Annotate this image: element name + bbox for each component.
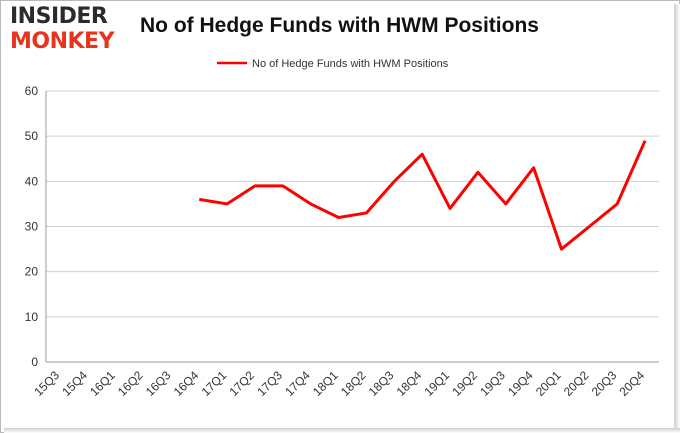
insider-monkey-logo: INSIDER MONKEY [10,6,128,58]
x-tick-label: 17Q2 [226,368,257,399]
x-tick-label: 19Q2 [449,368,480,399]
y-tick-label: 60 [25,84,39,98]
series-group [199,140,647,251]
x-tick-label: 17Q1 [199,368,230,399]
y-tick-labels: 0 10 20 30 40 50 60 [25,84,39,369]
axes [45,91,659,363]
legend-label: No of Hedge Funds with HWM Positions [252,58,449,70]
series-line [199,140,647,251]
grid-lines [46,90,659,318]
x-tick-label: 18Q1 [310,368,341,399]
x-tick-label: 20Q3 [589,368,620,399]
x-tick-label: 20Q4 [617,368,648,399]
legend: No of Hedge Funds with HWM Positions [217,58,449,70]
logo-top-text: INSIDER [10,4,108,29]
x-tick-label: 16Q1 [87,368,118,399]
x-tick-label: 18Q4 [394,368,425,399]
x-tick-label: 19Q4 [505,368,536,399]
frame-shadow-right [674,4,680,433]
x-tick-label: 17Q4 [282,368,313,399]
x-tick-label: 20Q1 [533,368,564,399]
y-tick-label: 10 [25,310,39,324]
logo-bottom-text: MONKEY [10,29,115,54]
x-tick-label: 18Q2 [338,368,369,399]
frame-shadow-bottom [4,428,680,433]
x-tick-label: 16Q2 [115,368,146,399]
chart-title: No of Hedge Funds with HWM Positions [140,14,539,37]
y-tick-label: 40 [25,174,39,188]
y-tick-label: 0 [31,355,38,369]
x-tick-label: 19Q3 [477,368,508,399]
x-tick-label: 16Q4 [171,368,202,399]
x-tick-label: 15Q3 [31,368,62,399]
x-tick-label: 19Q1 [421,368,452,399]
x-tick-label: 16Q3 [143,368,174,399]
x-tick-label: 18Q3 [366,368,397,399]
x-tick-labels: 15Q315Q416Q116Q216Q316Q417Q117Q217Q317Q4… [31,368,647,399]
x-tick-label: 20Q2 [561,368,592,399]
y-tick-label: 30 [25,220,39,234]
y-tick-label: 50 [25,129,39,143]
y-tick-label: 20 [25,265,39,279]
x-tick-label: 17Q3 [254,368,285,399]
x-tick-label: 15Q4 [59,368,90,399]
